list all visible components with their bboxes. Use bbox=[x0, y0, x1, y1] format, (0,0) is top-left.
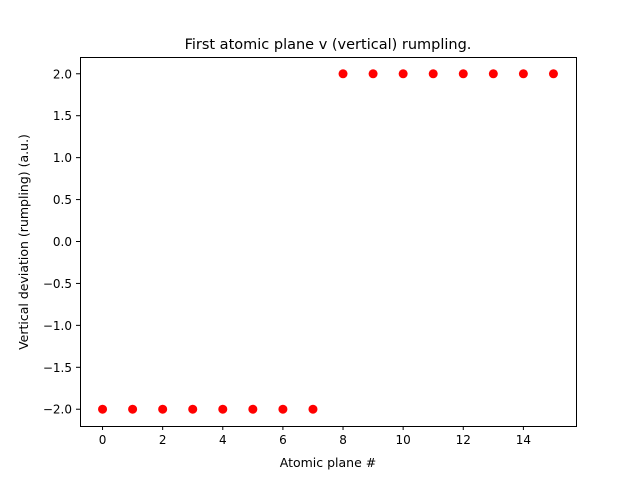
data-points bbox=[98, 69, 558, 414]
data-point bbox=[188, 404, 198, 414]
data-point bbox=[218, 404, 228, 414]
data-point bbox=[458, 69, 468, 79]
x-tick-label: 8 bbox=[339, 433, 347, 447]
x-tick-label: 10 bbox=[396, 433, 411, 447]
data-point bbox=[548, 69, 558, 79]
data-point bbox=[158, 404, 168, 414]
data-point bbox=[398, 69, 408, 79]
data-point bbox=[488, 69, 498, 79]
x-tick-label: 4 bbox=[219, 433, 227, 447]
data-point bbox=[98, 404, 108, 414]
x-axis-label: Atomic plane # bbox=[280, 455, 377, 470]
x-tick-label: 6 bbox=[279, 433, 287, 447]
y-tick-label: −1.5 bbox=[43, 361, 72, 375]
data-point bbox=[128, 404, 138, 414]
data-point bbox=[368, 69, 378, 79]
data-point bbox=[338, 69, 348, 79]
y-tick-label: −0.5 bbox=[43, 277, 72, 291]
y-tick-label: 0.0 bbox=[53, 235, 72, 249]
x-axis-ticks: 0 2 4 6 8 10 12 14 bbox=[99, 426, 531, 447]
chart-title: First atomic plane v (vertical) rumpling… bbox=[185, 37, 472, 53]
y-axis-label: Vertical deviation (rumpling) (a.u.) bbox=[16, 134, 31, 350]
x-tick-label: 14 bbox=[516, 433, 531, 447]
y-tick-label: 0.5 bbox=[53, 193, 72, 207]
y-tick-label: −1.0 bbox=[43, 319, 72, 333]
y-tick-label: −2.0 bbox=[43, 403, 72, 417]
data-point bbox=[248, 404, 258, 414]
data-point bbox=[278, 404, 288, 414]
data-point bbox=[518, 69, 528, 79]
y-tick-label: 1.0 bbox=[53, 151, 72, 165]
x-tick-label: 2 bbox=[159, 433, 167, 447]
plot-frame bbox=[80, 57, 577, 427]
data-point bbox=[428, 69, 438, 79]
y-tick-label: 1.5 bbox=[53, 109, 72, 123]
data-point bbox=[308, 404, 318, 414]
y-axis-ticks: −2.0 −1.5 −1.0 −0.5 0.0 0.5 1.0 1.5 2.0 bbox=[43, 67, 80, 417]
y-tick-label: 2.0 bbox=[53, 67, 72, 81]
x-tick-label: 12 bbox=[456, 433, 471, 447]
x-tick-label: 0 bbox=[99, 433, 107, 447]
